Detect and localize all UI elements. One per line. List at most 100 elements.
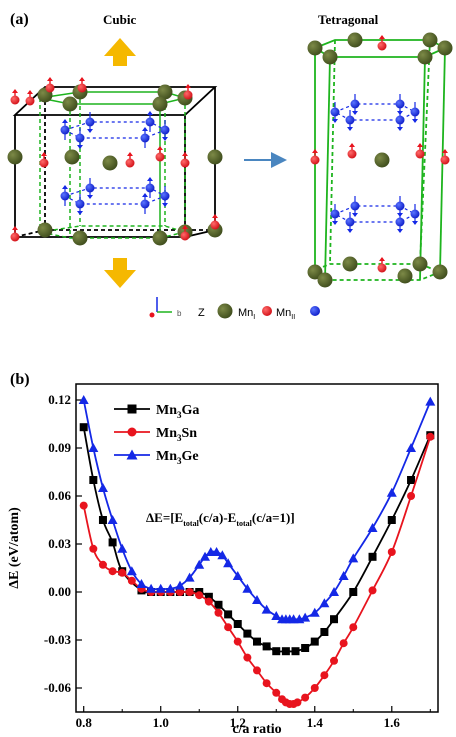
mn2-atom (60, 119, 70, 140)
data-point (108, 567, 117, 576)
z-atom (342, 256, 358, 272)
x-tick-label: 1.2 (230, 715, 246, 730)
data-point (175, 588, 184, 596)
data-point (301, 644, 310, 652)
z-atom (64, 149, 80, 165)
data-point (387, 516, 396, 524)
z-atom (307, 40, 323, 56)
expansion-arrow-up-icon (104, 38, 136, 66)
chart-legend: Mn3Ga Mn3Sn Mn3Ge (114, 403, 199, 466)
mn1-atom (377, 257, 387, 273)
data-point (165, 583, 176, 593)
x-tick-label: 1.4 (307, 715, 324, 730)
y-tick-label: 0.06 (48, 488, 71, 503)
z-atom (417, 49, 433, 65)
series-Mn3Ge (78, 395, 436, 624)
mn1-atom (347, 143, 357, 159)
legend-item-Mn3Ga: Mn3Ga (114, 403, 199, 420)
z-atom (397, 268, 413, 284)
legend-label: Mn3Ge (156, 449, 199, 466)
data-point (224, 623, 233, 632)
data-point (242, 583, 253, 593)
mn2-atom (145, 177, 155, 198)
mn2-atom (60, 185, 70, 206)
series-layer (78, 395, 436, 708)
z-atom (432, 264, 448, 280)
data-point (349, 623, 358, 632)
legend-label: Mn3Ga (156, 403, 199, 420)
data-point (200, 551, 211, 561)
mn1-atom (415, 143, 425, 159)
legend-mn1-sub: I (253, 314, 255, 321)
mn2-atom (395, 212, 405, 233)
data-point (108, 538, 117, 547)
mn2-atom (145, 111, 155, 132)
data-point (89, 476, 98, 484)
mn2-atom (140, 127, 150, 148)
data-point (309, 607, 320, 617)
data-point (79, 501, 88, 510)
mn1-atom (39, 152, 49, 168)
mn1-atom (25, 90, 35, 106)
data-point (387, 548, 396, 556)
data-point (211, 547, 222, 556)
svg-text:MnI: MnI (238, 307, 255, 321)
z-atom (347, 32, 363, 48)
data-point (262, 642, 271, 651)
data-point (79, 423, 88, 432)
data-point (253, 637, 261, 646)
panel-b: (b) 0.8 1.0 1.2 1.4 1.6 0.12 0.09 0.06 0.03 0.00 -… (7, 371, 439, 737)
panel-b-label: (b) (10, 371, 30, 388)
z-atom (412, 256, 428, 272)
data-point (319, 598, 330, 608)
mn2-atom (350, 196, 360, 217)
mn2-atom (75, 194, 85, 215)
series-line (82, 427, 432, 653)
data-point (320, 628, 329, 636)
z-atom (437, 40, 453, 56)
data-point (262, 679, 271, 688)
data-point (194, 559, 205, 569)
data-point (386, 487, 397, 497)
y-tick-label: -0.06 (44, 680, 72, 695)
data-point (349, 588, 358, 596)
data-point (407, 476, 416, 484)
data-point (301, 693, 310, 702)
mn1-atom (210, 214, 220, 230)
y-tick-label: 0.03 (48, 536, 71, 551)
legend-item-Mn3Ge: Mn3Ge (114, 449, 199, 466)
mn1-atom (77, 77, 87, 93)
data-point (78, 395, 89, 404)
data-point (118, 568, 127, 577)
data-point (320, 671, 329, 680)
mn2-atom (345, 212, 355, 233)
z-atom (152, 96, 168, 112)
data-point (368, 552, 377, 561)
data-point (272, 647, 281, 656)
z-atom (307, 264, 323, 280)
data-point (406, 443, 417, 452)
data-point (425, 396, 436, 406)
axes-ticks: 0.8 1.0 1.2 1.4 1.6 0.12 0.09 0.06 0.03 0.00 -0.03… (44, 392, 431, 730)
data-point (330, 615, 339, 624)
tetragonal-structure (307, 39, 448, 281)
z-atom (317, 272, 333, 288)
data-point (310, 684, 319, 692)
mn1-atom (310, 149, 320, 165)
data-point (348, 553, 359, 563)
data-point (339, 639, 348, 648)
z-atom (322, 49, 338, 65)
mn2-atom (330, 102, 340, 123)
data-point (107, 515, 118, 524)
data-point (97, 483, 108, 492)
data-point (426, 432, 435, 441)
y-tick-label: 0.00 (48, 584, 71, 599)
tetragonal-label: Tetragonal (318, 12, 379, 27)
atom-layer (7, 32, 453, 288)
data-point (310, 637, 319, 646)
mn1-atom (10, 226, 20, 242)
series-Mn3Sn (79, 432, 435, 708)
data-point (252, 595, 262, 604)
legend-mn1-atom-icon (262, 306, 272, 316)
z-atom (7, 149, 23, 165)
